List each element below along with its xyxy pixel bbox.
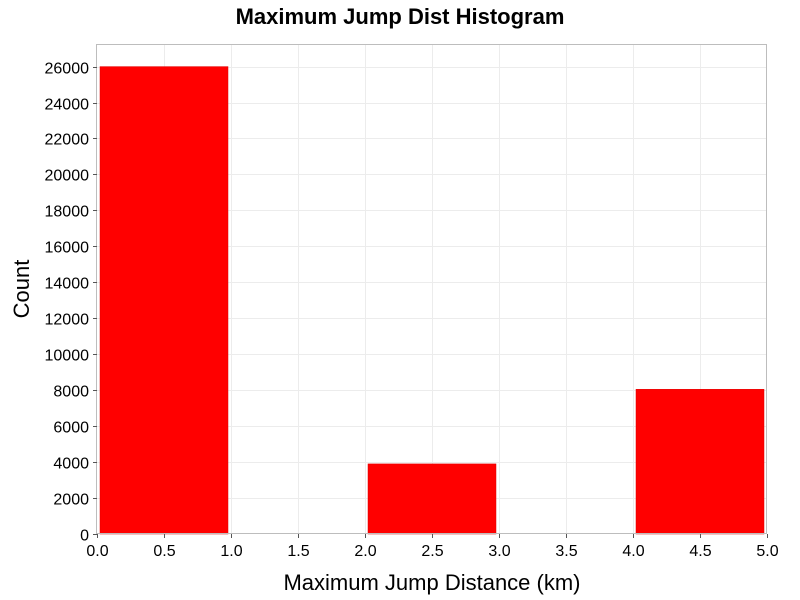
y-tick-label: 4000 [53,456,89,473]
x-tick-label: 2.5 [421,543,443,560]
x-tick-label: 3.0 [488,543,510,560]
bars [99,66,765,535]
y-axis-label: Count [9,260,34,319]
x-axis-ticks: 0.0 0.5 1.0 1.5 2.0 2.5 3.0 3.5 4.0 4.5 5.0 [86,534,779,560]
y-tick-label: 14000 [45,276,90,293]
chart-title: Maximum Jump Dist Histogram [236,4,565,29]
y-tick-label: 18000 [45,204,90,221]
histogram-bar [367,463,497,535]
y-tick-label: 24000 [45,97,90,114]
x-axis-label: Maximum Jump Distance (km) [283,570,580,595]
y-tick-label: 16000 [45,240,90,257]
histogram-bar [99,66,229,535]
x-tick-label: 1.5 [287,543,309,560]
histogram-bar [635,389,765,535]
y-tick-label: 6000 [53,420,89,437]
y-axis-ticks: 0 2000 4000 6000 8000 10000 12000 14000 16000 180… [45,61,97,545]
x-tick-label: 1.0 [220,543,242,560]
x-tick-label: 2.0 [354,543,376,560]
y-tick-label: 10000 [45,348,90,365]
y-tick-label: 2000 [53,492,89,509]
x-tick-label: 5.0 [756,543,778,560]
y-tick-label: 26000 [45,61,90,78]
x-tick-label: 4.0 [622,543,644,560]
x-tick-label: 3.5 [555,543,577,560]
x-tick-label: 4.5 [689,543,711,560]
y-tick-label: 8000 [53,384,89,401]
y-tick-label: 20000 [45,168,90,185]
y-tick-label: 22000 [45,132,90,149]
x-tick-label: 0.0 [86,543,108,560]
y-tick-label: 0 [80,528,89,545]
y-tick-label: 12000 [45,312,90,329]
x-tick-label: 0.5 [153,543,175,560]
plot-frame [96,44,767,534]
